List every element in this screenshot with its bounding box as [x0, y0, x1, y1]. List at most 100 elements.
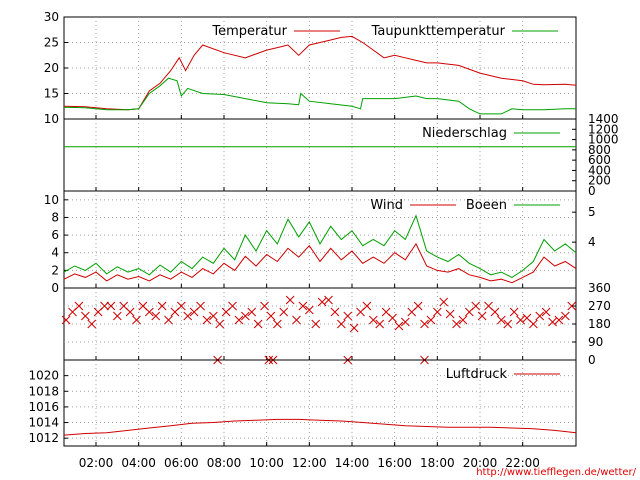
precipitation-right-tick-label: 800 — [588, 143, 611, 157]
wind-direction-right-tick-label: 270 — [588, 299, 611, 313]
wind-direction-point — [548, 317, 557, 327]
wind-direction-point — [324, 295, 333, 305]
x-axis-tick-label: 14:00 — [335, 456, 370, 470]
wind-direction-point — [317, 297, 327, 307]
temperature-series-1-line — [63, 35, 577, 111]
wind-direction-point — [215, 319, 225, 329]
temperature-left-tick-label: 20 — [44, 61, 59, 75]
wind-direction-point — [535, 311, 545, 321]
footer-url: http://www.tiefflegen.de/wetter/ — [476, 467, 636, 478]
wind-direction-point — [240, 311, 250, 321]
wind-direction-point — [426, 315, 436, 325]
wind-direction-point — [516, 315, 525, 325]
wind-direction-point — [477, 311, 487, 321]
wind-legend-label-1: Wind — [370, 198, 403, 213]
wind-direction-point — [375, 319, 385, 329]
x-axis-tick-label: 20:00 — [463, 456, 498, 470]
wind-direction-point — [260, 301, 269, 311]
x-axis-tick-label: 02:00 — [79, 456, 114, 470]
x-axis-tick-label: 22:00 — [505, 456, 540, 470]
wind-direction-point — [528, 319, 538, 329]
pressure-series-1-line — [63, 418, 577, 436]
wind-direction-point — [125, 307, 135, 317]
wind-direction-point — [432, 307, 442, 317]
x-axis-tick-label: 04:00 — [121, 456, 156, 470]
x-axis-tick-label: 18:00 — [420, 456, 455, 470]
wind-series-1-line — [63, 242, 577, 284]
wind-direction-point — [452, 319, 461, 329]
precipitation-right-tick-label: 600 — [588, 153, 611, 167]
wind-direction-point — [560, 311, 570, 321]
wind-direction-point — [80, 311, 90, 321]
precipitation-legend-label-1: Niederschlag — [422, 126, 507, 141]
wind-direction-point — [509, 307, 519, 317]
precipitation-right-tick-label: 0 — [588, 184, 596, 198]
wind-direction-point — [330, 307, 340, 317]
wind-direction-point — [228, 301, 237, 311]
precipitation-right-tick-label: 200 — [588, 174, 611, 188]
wind-direction-point — [490, 307, 500, 317]
wind-direction-point — [157, 301, 167, 311]
temperature-legend-label-2: Taupunkttemperatur — [371, 24, 506, 39]
wind-direction-point — [311, 319, 321, 329]
wind-direction-point — [151, 311, 161, 321]
wind-direction-point — [471, 301, 481, 311]
wind-direction-point — [74, 301, 84, 311]
wind-direction-point — [272, 319, 282, 329]
wind-direction-point — [304, 305, 314, 315]
wind-direction-point — [234, 315, 244, 325]
wind-right-tick-label: 5 — [588, 205, 596, 219]
wind-left-tick-label: 2 — [51, 263, 59, 277]
wind-left-tick-label: 10 — [44, 193, 59, 207]
wind-direction-point — [106, 301, 116, 311]
wind-direction-point — [164, 315, 173, 325]
temperature-left-tick-label: 30 — [44, 10, 59, 24]
wind-direction-point — [541, 307, 551, 317]
wind-direction-point — [496, 315, 506, 325]
pressure-left-tick-label: 1012 — [28, 431, 59, 445]
wind-direction-point — [61, 315, 71, 325]
precipitation-right-tick-label: 1200 — [588, 122, 619, 136]
wind-direction-point — [298, 301, 308, 311]
wind-direction-point — [247, 307, 257, 317]
x-axis-tick-label: 10:00 — [249, 456, 284, 470]
temperature-series-2-line — [63, 77, 576, 115]
wind-direction-point — [279, 307, 289, 317]
temperature-left-tick-label: 15 — [44, 87, 59, 101]
wind-direction-point — [144, 307, 154, 317]
wind-direction-point — [388, 313, 397, 323]
wind-direction-point — [183, 311, 193, 321]
wind-direction-right-tick-label: 90 — [588, 335, 603, 349]
wind-direction-point — [87, 319, 97, 329]
wind-direction-point — [253, 319, 263, 329]
wind-direction-point — [112, 311, 122, 321]
wind-left-tick-label: 4 — [51, 246, 59, 260]
pressure-left-tick-label: 1020 — [28, 369, 59, 383]
pressure-left-tick-label: 1018 — [28, 384, 59, 398]
wind-direction-point — [400, 317, 410, 327]
wind-direction-point — [394, 321, 404, 331]
wind-left-tick-label: 8 — [51, 210, 59, 224]
wind-direction-point — [413, 301, 423, 311]
wind-direction-point — [458, 315, 468, 325]
wind-direction-right-tick-label: 360 — [588, 281, 611, 295]
wind-right-tick-label: 4 — [588, 235, 596, 249]
precipitation-right-tick-label: 400 — [588, 163, 611, 177]
wind-direction-point — [336, 319, 346, 329]
wind-direction-right-tick-label: 0 — [588, 353, 596, 367]
pressure-frame — [63, 359, 577, 447]
x-axis-tick-label: 12:00 — [292, 456, 327, 470]
x-axis-tick-label: 16:00 — [377, 456, 412, 470]
wind-direction-point — [567, 301, 577, 311]
wind-direction-point — [368, 315, 378, 325]
wind-direction-point — [343, 311, 353, 321]
wind-left-tick-label: 6 — [51, 228, 59, 242]
wind-direction-right-tick-label: 180 — [588, 317, 611, 331]
temperature-left-tick-label: 25 — [44, 36, 59, 50]
precipitation-right-tick-label: 1400 — [588, 112, 619, 126]
wind-left-tick-label: 0 — [51, 281, 59, 295]
wind-direction-point — [349, 323, 359, 333]
wind-direction-point — [100, 301, 109, 311]
wind-direction-point — [176, 301, 186, 311]
